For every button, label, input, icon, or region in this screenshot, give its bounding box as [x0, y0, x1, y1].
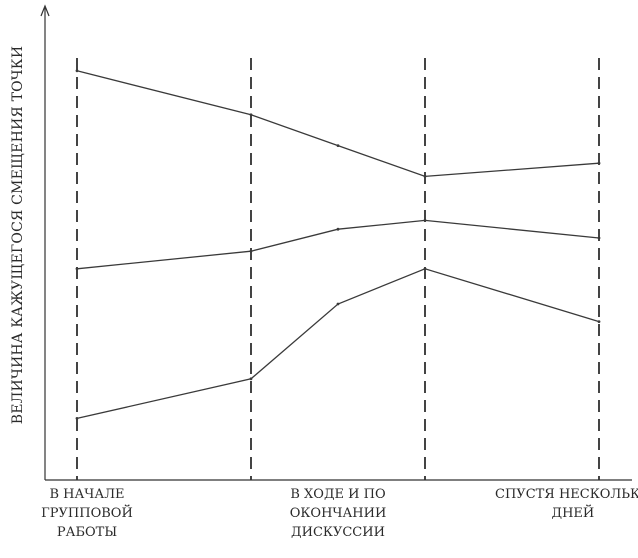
series-2-point-2: [249, 249, 253, 253]
series-2-point-4: [423, 219, 427, 222]
x-tick-labels: В НАЧАЛЕ ГРУППОВОЙ РАБОТЫ В ХОДЕ И ПО ОКОНЧА…: [41, 487, 638, 540]
x-tick-label-1-line-2: ГРУППОВОЙ: [41, 504, 133, 521]
y-axis-arrow: [40, 4, 50, 17]
series-2-point-5: [597, 236, 601, 240]
x-tick-label-3-line-1: СПУСТЯ НЕСКОЛЬКО: [495, 487, 638, 502]
x-tick-label-1-line-1: В НАЧАЛЕ: [49, 487, 124, 502]
series-line-2: [76, 219, 600, 270]
x-tick-label-2: В ХОДЕ И ПО ОКОНЧАНИИ ДИСКУССИИ: [290, 487, 387, 540]
series-1-point-1: [75, 69, 79, 73]
series-1-point-5: [597, 161, 601, 165]
series-1-point-2: [249, 113, 253, 117]
series-2-point-3: [336, 227, 340, 231]
series-3-point-2: [249, 377, 253, 381]
series-3-point-4: [423, 267, 427, 271]
x-tick-label-1-line-3: РАБОТЫ: [57, 525, 117, 540]
x-tick-label-3: СПУСТЯ НЕСКОЛЬКО ДНЕЙ: [495, 487, 638, 521]
x-tick-label-2-line-3: ДИСКУССИИ: [291, 525, 385, 540]
series-3-point-1: [75, 417, 79, 420]
series-1-point-3: [336, 144, 340, 148]
series-3-point-5: [597, 320, 601, 323]
phase-divider-lines: [76, 58, 600, 480]
series-line-1: [76, 70, 600, 178]
x-tick-label-2-line-1: В ХОДЕ И ПО: [290, 487, 385, 502]
series-line-3: [76, 268, 600, 420]
axes: [40, 4, 632, 481]
series-3-point-3: [336, 302, 340, 306]
series-1-point-4: [423, 175, 427, 178]
x-tick-label-3-line-2: ДНЕЙ: [552, 504, 595, 521]
data-series: [75, 69, 601, 420]
x-tick-label-1: В НАЧАЛЕ ГРУППОВОЙ РАБОТЫ: [41, 487, 133, 540]
y-axis-label: ВЕЛИЧИНА КАЖУЩЕГОСЯ СМЕЩЕНИЯ ТОЧКИ: [10, 46, 26, 425]
x-tick-label-2-line-2: ОКОНЧАНИИ: [290, 506, 387, 521]
series-2-point-1: [75, 267, 79, 271]
